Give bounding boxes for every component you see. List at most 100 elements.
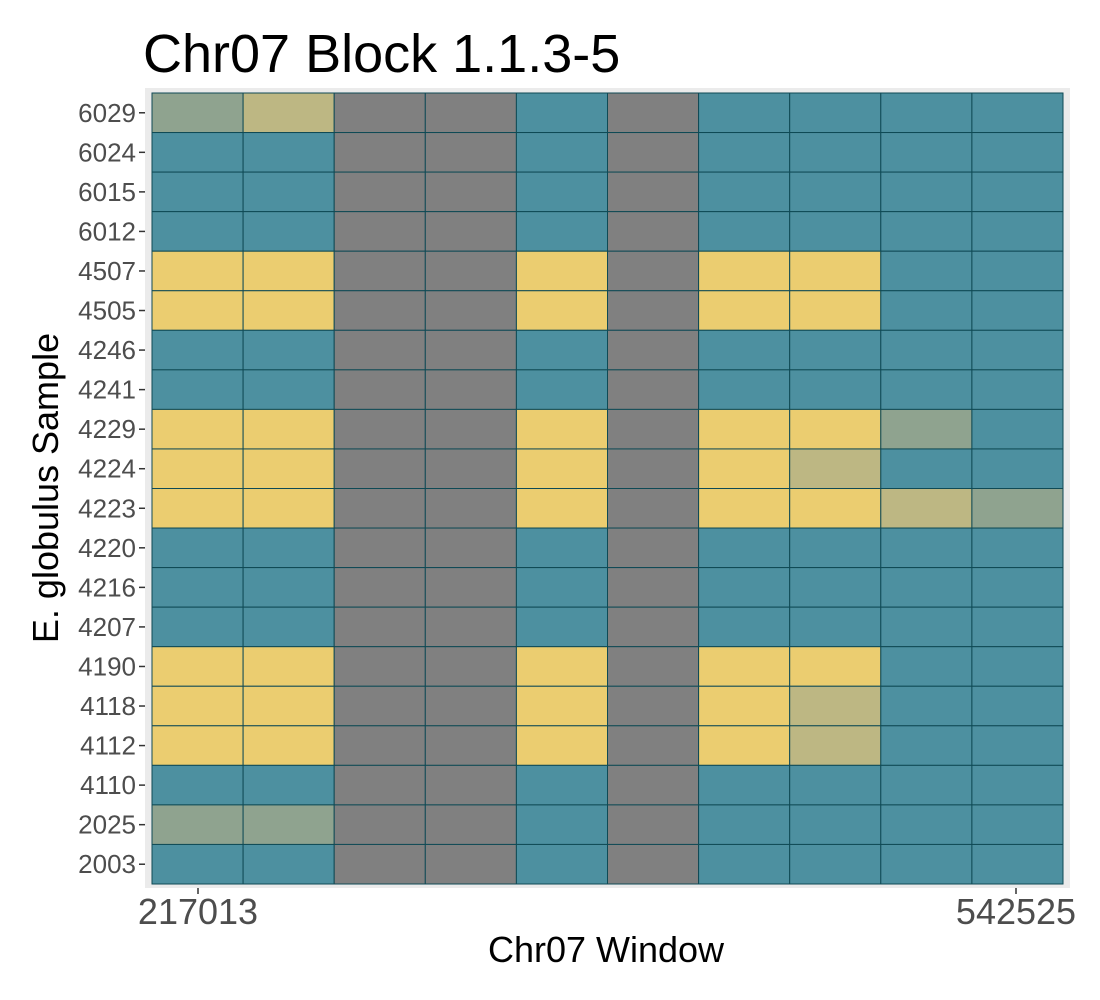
heatmap-cell [242,567,335,608]
heatmap-cell [424,329,517,371]
heatmap-cell [515,804,609,845]
heatmap-cell [880,804,973,845]
heatmap-cell [424,211,517,252]
heatmap-cell [424,804,517,845]
heatmap-cell [971,646,1064,687]
heatmap-cell [333,606,426,648]
heatmap-cell [151,764,244,806]
heatmap-cell [698,408,791,450]
x-axis-ticks: 217013 542525 [138,888,1076,932]
heatmap-cell [789,408,882,450]
heatmap-cell [242,606,335,648]
y-tick-label: 4190 [78,651,136,681]
heatmap-cell [698,290,791,331]
heatmap-cell [151,843,244,885]
heatmap-cell [424,448,517,490]
heatmap-cell [698,369,791,410]
heatmap-cell [607,329,700,371]
heatmap-cell [880,92,973,134]
heatmap-cell [151,488,244,529]
heatmap-cell [242,290,335,331]
heatmap-cell [789,92,882,134]
heatmap-cell [333,488,426,529]
heatmap-cell [333,567,426,608]
y-tick-label: 4224 [78,454,136,484]
heatmap-cell [515,527,609,569]
heatmap-cell [333,843,426,885]
heatmap-cell [789,211,882,252]
heatmap-cell [242,448,335,490]
heatmap-cell [151,408,244,450]
heatmap-cell [698,646,791,687]
heatmap-cell [698,725,791,766]
heatmap-cell [515,132,609,173]
heatmap-cell [151,685,244,727]
heatmap-cell [607,132,700,173]
heatmap-cell [880,250,973,292]
heatmap-cell [698,606,791,648]
heatmap-cell [880,369,973,410]
y-tick-label: 4229 [78,414,136,444]
heatmap-cell [333,685,426,727]
y-tick-label: 2003 [78,849,136,879]
heatmap-cell [242,725,335,766]
heatmap-cell [151,646,244,687]
y-tick-label: 4110 [80,770,136,800]
heatmap-cell [789,329,882,371]
y-axis-label: E. globulus Sample [25,333,66,643]
y-tick-label: 4216 [78,572,136,602]
heatmap-cell [698,843,791,885]
heatmap-cell [151,171,244,213]
heatmap-cell [151,329,244,371]
heatmap-cell [515,488,609,529]
heatmap-cell [971,132,1064,173]
y-tick-label: 2025 [78,810,136,840]
heatmap-cell [789,843,882,885]
heatmap-cell [515,725,609,766]
y-tick-label: 4505 [78,296,136,326]
heatmap-cell [333,527,426,569]
heatmap-cell [151,211,244,252]
heatmap-cell [971,448,1064,490]
y-axis-ticks: 6029 6024 6015 6012 4507 4505 4246 4241 4229 4224… [78,98,145,879]
heatmap-cell [515,764,609,806]
heatmap-cell [424,488,517,529]
heatmap-cell [880,527,973,569]
y-tick-label: 4220 [78,533,136,563]
x-tick-label: 217013 [138,891,258,932]
heatmap-cell [880,408,973,450]
heatmap-cell [971,725,1064,766]
heatmap-cell [789,804,882,845]
heatmap-cell [151,132,244,173]
y-tick-label: 4207 [78,612,136,642]
heatmap-cell [242,211,335,252]
heatmap-cell [971,685,1064,727]
heatmap-cell [242,329,335,371]
heatmap-cell [789,132,882,173]
heatmap-cell [424,685,517,727]
heatmap-cell [789,764,882,806]
chart-title: Chr07 Block 1.1.3-5 [143,24,620,84]
y-tick-label: 4246 [78,335,136,365]
heatmap-cell [151,448,244,490]
heatmap-cell [698,448,791,490]
heatmap-cell [333,171,426,213]
heatmap-cell [151,369,244,410]
heatmap-cell [880,448,973,490]
heatmap-cell [607,250,700,292]
heatmap-cell [971,211,1064,252]
heatmap-cell [971,369,1064,410]
heatmap-cell [971,329,1064,371]
heatmap-cell [880,567,973,608]
heatmap-cell [880,171,973,213]
heatmap-cell [789,448,882,490]
heatmap-cell [698,685,791,727]
heatmap-cell [698,567,791,608]
heatmap-cell [971,290,1064,331]
heatmap-cell [424,725,517,766]
heatmap-cell [971,804,1064,845]
heatmap-cell [151,725,244,766]
heatmap-cell [607,448,700,490]
heatmap-cell [789,250,882,292]
